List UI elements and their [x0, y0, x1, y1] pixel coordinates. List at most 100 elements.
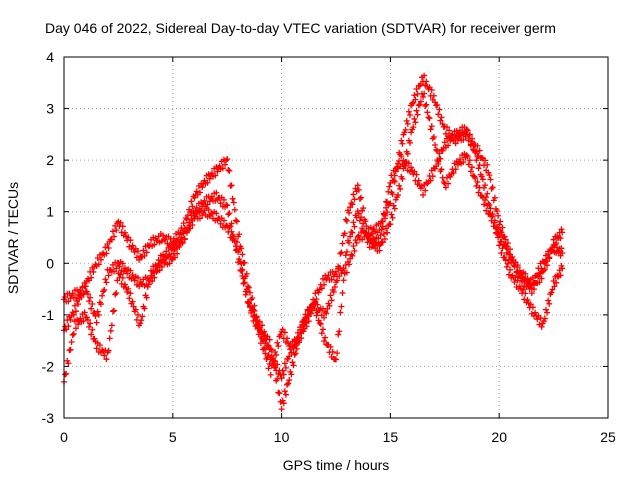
data-point	[226, 167, 233, 174]
data-point	[314, 309, 321, 316]
data-point	[129, 271, 136, 278]
data-point	[434, 101, 441, 108]
data-point	[121, 281, 128, 288]
data-point	[358, 194, 365, 201]
data-point	[482, 157, 489, 164]
data-point	[346, 239, 353, 246]
data-point	[101, 352, 108, 359]
data-point	[364, 239, 371, 246]
data-point	[217, 200, 224, 207]
data-point	[81, 309, 88, 316]
data-point	[84, 316, 91, 323]
data-point	[463, 152, 470, 159]
data-point	[102, 244, 109, 251]
data-point	[457, 156, 464, 163]
data-point	[228, 220, 235, 227]
data-point	[351, 247, 358, 254]
data-point	[514, 277, 521, 284]
data-point	[140, 247, 147, 254]
data-point	[228, 228, 235, 235]
data-point	[532, 309, 539, 316]
data-point	[412, 96, 419, 103]
data-point	[465, 135, 472, 142]
data-point	[489, 184, 496, 191]
data-point	[89, 300, 96, 307]
data-point	[349, 201, 356, 208]
data-point	[546, 254, 553, 261]
data-point	[321, 281, 328, 288]
data-point	[450, 169, 457, 176]
data-point	[555, 249, 562, 256]
data-point	[465, 161, 472, 168]
data-point	[403, 117, 410, 124]
data-point	[236, 246, 243, 253]
data-point	[464, 153, 471, 160]
data-point	[318, 330, 325, 337]
data-point	[363, 223, 370, 230]
data-point	[336, 273, 343, 280]
data-point	[131, 249, 138, 256]
y-axis-label: SDTVAR / TECUs	[5, 182, 21, 294]
data-point	[302, 319, 309, 326]
data-point	[424, 109, 431, 116]
data-point	[259, 335, 266, 342]
data-point	[228, 182, 235, 189]
data-point	[528, 284, 535, 291]
data-point	[335, 331, 342, 338]
data-point	[250, 318, 257, 325]
data-point	[166, 260, 173, 267]
data-point	[520, 286, 527, 293]
data-point	[437, 117, 444, 124]
data-point	[491, 194, 498, 201]
data-point	[312, 301, 319, 308]
data-point	[266, 336, 273, 343]
data-point	[343, 217, 350, 224]
data-point	[478, 154, 485, 161]
x-tick-label: 5	[169, 429, 177, 445]
data-point	[538, 265, 545, 272]
data-point	[491, 217, 498, 224]
data-point	[226, 210, 233, 217]
data-point	[199, 203, 206, 210]
data-point	[321, 314, 328, 321]
data-point	[238, 267, 245, 274]
data-point	[217, 220, 224, 227]
data-point	[395, 192, 402, 199]
data-point	[81, 283, 88, 290]
data-point	[151, 241, 158, 248]
data-point	[199, 184, 206, 191]
data-point	[499, 224, 506, 231]
data-point	[77, 287, 84, 294]
data-point	[427, 177, 434, 184]
data-point	[487, 176, 494, 183]
data-point	[531, 279, 538, 286]
data-point	[346, 261, 353, 268]
x-tick-label: 10	[274, 429, 290, 445]
data-point	[335, 263, 342, 270]
data-point	[141, 305, 148, 312]
data-point	[131, 277, 138, 284]
data-point	[95, 261, 102, 268]
data-point	[507, 251, 514, 258]
data-point	[413, 86, 420, 93]
data-point	[463, 126, 470, 133]
data-point	[274, 361, 281, 368]
data-point	[406, 112, 413, 119]
data-point	[350, 242, 357, 249]
data-point	[558, 245, 565, 252]
data-point	[428, 123, 435, 130]
data-point	[230, 199, 237, 206]
data-point	[469, 164, 475, 171]
data-point	[482, 197, 489, 204]
data-point	[352, 185, 359, 192]
data-point	[438, 166, 445, 173]
data-point	[511, 279, 518, 286]
data-point	[264, 333, 271, 340]
data-point	[504, 246, 511, 253]
data-point	[239, 251, 246, 258]
data-point	[187, 225, 194, 232]
data-point	[379, 223, 386, 230]
data-point	[231, 206, 238, 213]
data-point	[279, 397, 286, 404]
data-point	[484, 161, 491, 168]
